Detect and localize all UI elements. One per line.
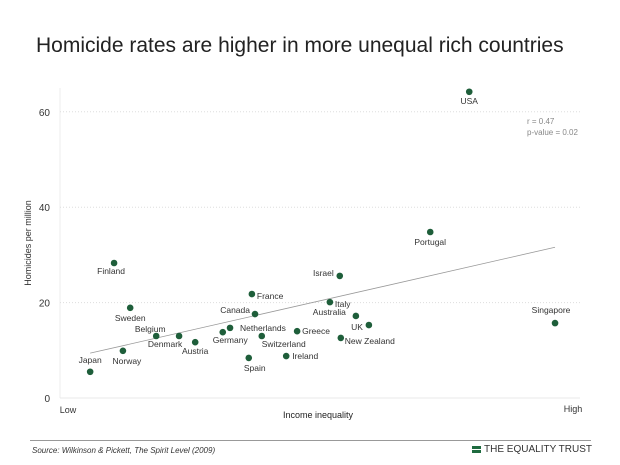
- x-tick-label-low: Low: [60, 405, 77, 415]
- data-point: [251, 310, 259, 318]
- point-label: Canada: [220, 305, 250, 315]
- point-label: Germany: [213, 335, 249, 345]
- point-label: Japan: [79, 355, 102, 365]
- point-label: UK: [351, 322, 363, 332]
- data-point: [219, 328, 227, 336]
- data-point: [226, 324, 234, 332]
- data-point: [337, 334, 345, 342]
- data-point: [326, 298, 334, 306]
- data-point: [110, 259, 118, 267]
- logo-text: THE EQUALITY TRUST: [484, 444, 592, 455]
- point-label: Netherlands: [240, 323, 286, 333]
- y-axis-label: Homicides per million: [23, 200, 33, 286]
- y-tick-label: 20: [39, 299, 51, 310]
- point-label: Italy: [335, 299, 351, 309]
- data-point: [191, 338, 199, 346]
- x-axis-label: Income inequality: [283, 410, 354, 420]
- data-point: [336, 272, 344, 280]
- point-label: Greece: [302, 326, 330, 336]
- point-label: France: [257, 291, 284, 301]
- point-label: Austria: [182, 346, 209, 356]
- point-label: Belgium: [135, 324, 166, 334]
- data-point: [282, 352, 290, 360]
- point-label: Singapore: [532, 305, 571, 315]
- data-point: [175, 332, 183, 340]
- chart-title: Homicide rates are higher in more unequa…: [36, 34, 564, 57]
- point-label: Norway: [113, 356, 143, 366]
- point-label: Sweden: [115, 313, 146, 323]
- y-tick-label: 60: [39, 108, 51, 119]
- y-tick-label: 0: [44, 394, 50, 405]
- point-label: Finland: [97, 266, 125, 276]
- data-point: [248, 290, 256, 298]
- trend-line: [90, 246, 556, 354]
- footer-divider: [30, 440, 591, 441]
- source-note: Source: Wilkinson & Pickett, The Spirit …: [32, 446, 216, 455]
- point-label: Spain: [244, 363, 266, 373]
- data-point: [293, 327, 301, 335]
- data-point: [126, 304, 134, 312]
- x-tick-label-high: High: [564, 404, 583, 414]
- point-label: Israel: [313, 268, 334, 278]
- data-point: [152, 332, 160, 340]
- data-point: [119, 347, 127, 355]
- data-point: [86, 368, 94, 376]
- data-point: [465, 88, 473, 96]
- logo-icon: [472, 446, 482, 453]
- data-point: [365, 321, 373, 329]
- point-label: New Zealand: [345, 336, 395, 346]
- point-label: Switzerland: [262, 339, 306, 349]
- data-point: [352, 312, 360, 320]
- data-point: [258, 332, 266, 340]
- point-label: Ireland: [292, 351, 318, 361]
- y-tick-label: 40: [39, 203, 51, 214]
- point-label: Australia: [313, 307, 346, 317]
- equality-trust-logo: THE EQUALITY TRUST: [472, 444, 592, 455]
- data-point: [245, 354, 253, 362]
- point-label: USA: [460, 96, 478, 106]
- point-label: Portugal: [414, 237, 446, 247]
- data-point: [426, 228, 434, 236]
- r-annotation: r = 0.47: [527, 117, 555, 126]
- point-label: Denmark: [148, 339, 183, 349]
- data-point: [551, 319, 559, 327]
- p-value-annotation: p-value = 0.02: [527, 128, 578, 137]
